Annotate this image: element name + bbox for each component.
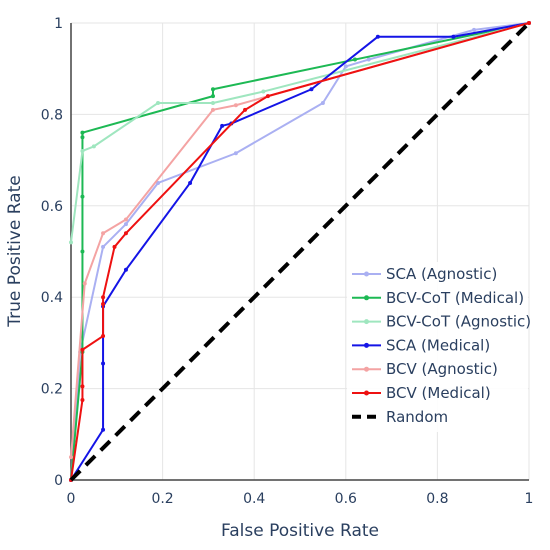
data-point [80, 249, 85, 254]
data-point [188, 180, 193, 185]
legend: SCA (Agnostic) BCV-CoT (Medical) BCV-CoT (… [347, 262, 531, 432]
x-axis-title: False Positive Rate [221, 521, 379, 541]
legend-marker [364, 342, 369, 348]
data-point [472, 27, 477, 32]
plot-area [69, 21, 531, 482]
x-tick-label: 0.4 [243, 491, 265, 507]
x-tick-label: 0 [67, 491, 76, 507]
data-point [210, 94, 215, 99]
data-point [80, 148, 85, 153]
y-tick-label: 0 [54, 473, 63, 489]
series-bcv-agnostic [69, 21, 531, 460]
data-point [352, 57, 357, 62]
data-point [101, 295, 106, 300]
series-line [70, 22, 530, 481]
legend-label: SCA (Medical) [386, 336, 490, 354]
data-point [80, 398, 85, 403]
data-point [101, 231, 106, 236]
x-tick-label: 0.6 [335, 491, 357, 507]
data-point [101, 302, 106, 307]
data-point [80, 384, 85, 389]
data-point [210, 100, 215, 105]
data-point [101, 244, 106, 249]
y-tick-label: 1 [54, 16, 63, 32]
legend-item[interactable]: SCA (Agnostic) [352, 265, 497, 283]
legend-label: BCV (Agnostic) [386, 360, 498, 378]
data-point [101, 427, 106, 432]
y-tick-label: 0.8 [41, 107, 63, 123]
y-axis-ticks: 0 0.2 0.4 0.6 0.8 1 [41, 16, 63, 489]
data-point [309, 87, 314, 92]
data-point [451, 34, 456, 39]
data-point [101, 361, 106, 366]
legend-marker [364, 366, 369, 372]
legend-label: BCV-CoT (Agnostic) [386, 313, 531, 331]
legend-item[interactable]: BCV (Medical) [352, 384, 491, 402]
y-tick-label: 0.2 [41, 382, 63, 398]
data-point [210, 87, 215, 92]
legend-background [347, 262, 528, 432]
data-point [243, 107, 248, 112]
legend-marker [364, 319, 369, 325]
legend-label: BCV-CoT (Medical) [386, 289, 524, 307]
data-point [375, 34, 380, 39]
data-point [265, 94, 270, 99]
series-random [69, 21, 531, 482]
series-line [70, 22, 530, 481]
legend-item[interactable]: BCV (Agnostic) [352, 360, 498, 378]
legend-item[interactable]: SCA (Medical) [352, 336, 490, 354]
legend-item[interactable]: BCV-CoT (Medical) [352, 289, 524, 307]
series-line [69, 21, 531, 482]
data-point [320, 100, 325, 105]
data-point [233, 151, 238, 156]
data-point [80, 347, 85, 352]
x-axis-ticks: 0 0.2 0.4 0.6 0.8 1 [67, 491, 534, 507]
data-point [80, 194, 85, 199]
y-tick-label: 0.6 [41, 199, 63, 215]
data-point [123, 267, 128, 272]
x-tick-label: 0.2 [151, 491, 173, 507]
data-point [220, 123, 225, 128]
x-tick-label: 0.8 [426, 491, 448, 507]
data-point [123, 217, 128, 222]
series-bcv-cot-agnostic [69, 21, 531, 245]
data-point [366, 57, 371, 62]
data-point [156, 100, 161, 105]
data-point [80, 130, 85, 135]
data-point [261, 89, 266, 94]
legend-marker [364, 295, 369, 301]
data-point [233, 103, 238, 108]
y-axis-title: True Positive Rate [5, 175, 25, 327]
legend-label: Random [386, 408, 448, 426]
series-line [70, 22, 530, 243]
legend-marker [364, 271, 369, 277]
data-point [82, 281, 87, 286]
data-point [112, 244, 117, 249]
x-tick-label: 1 [525, 491, 534, 507]
data-point [101, 334, 106, 339]
data-point [343, 64, 348, 69]
legend-item[interactable]: BCV-CoT (Agnostic) [352, 313, 531, 331]
series-bcv-medical [69, 21, 531, 482]
data-point [91, 144, 96, 149]
data-point [527, 21, 531, 25]
legend-marker [364, 390, 369, 396]
data-point [80, 135, 85, 140]
data-point [123, 231, 128, 236]
legend-label: SCA (Agnostic) [386, 265, 497, 283]
legend-label: BCV (Medical) [386, 384, 491, 402]
data-point [123, 222, 128, 227]
data-point [69, 455, 73, 460]
data-point [210, 107, 215, 112]
data-point [69, 240, 73, 245]
y-tick-label: 0.4 [41, 290, 63, 306]
legend-item[interactable]: Random [352, 408, 448, 426]
